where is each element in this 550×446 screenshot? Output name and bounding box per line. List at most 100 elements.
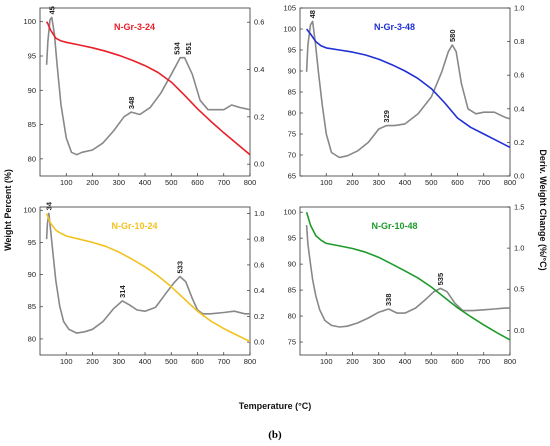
weight-curve bbox=[47, 213, 250, 341]
peak-label: 314 bbox=[118, 285, 127, 298]
peak-label: 534 bbox=[173, 41, 182, 54]
y2-tick-label: 0.4 bbox=[254, 65, 264, 74]
x-tick-label: 400 bbox=[139, 357, 152, 366]
x-tick-label: 100 bbox=[60, 357, 73, 366]
x-tick-label: 400 bbox=[399, 357, 412, 366]
weight-curve bbox=[307, 29, 510, 147]
y2-tick-label: 1.0 bbox=[514, 244, 524, 253]
y2-tick-label: 0.6 bbox=[254, 260, 264, 269]
x-tick-label: 300 bbox=[372, 178, 385, 187]
x-tick-label: 500 bbox=[165, 178, 178, 187]
x-tick-label: 800 bbox=[244, 357, 257, 366]
peak-label: 45 bbox=[47, 6, 56, 14]
y-tick-label: 105 bbox=[283, 4, 296, 13]
x-tick-label: 700 bbox=[477, 357, 490, 366]
y-tick-label: 95 bbox=[288, 234, 296, 243]
peak-label: 580 bbox=[448, 29, 457, 42]
peak-label: 533 bbox=[175, 261, 184, 274]
y-tick-label: 100 bbox=[23, 206, 36, 215]
x-tick-label: 500 bbox=[425, 178, 438, 187]
x-tick-label: 600 bbox=[191, 357, 204, 366]
peak-label: 535 bbox=[436, 273, 445, 286]
x-tick-label: 800 bbox=[504, 357, 517, 366]
x-axis-title: Temperature (°C) bbox=[239, 401, 311, 411]
peak-label: 551 bbox=[184, 42, 193, 55]
y2-tick-label: 0.6 bbox=[514, 71, 524, 80]
x-tick-label: 300 bbox=[112, 178, 125, 187]
y2-tick-label: 0.5 bbox=[514, 285, 524, 294]
panel-title: N-Gr-10-48 bbox=[371, 221, 417, 231]
x-tick-label: 400 bbox=[139, 178, 152, 187]
y2-tick-label: 0.2 bbox=[514, 138, 524, 147]
derivative-curve bbox=[47, 213, 250, 333]
y2-tick-label: 0.0 bbox=[254, 338, 264, 347]
y-tick-label: 65 bbox=[288, 172, 296, 181]
x-tick-label: 600 bbox=[191, 178, 204, 187]
y-tick-label: 75 bbox=[288, 130, 296, 139]
peak-label: 338 bbox=[384, 293, 393, 306]
x-tick-label: 300 bbox=[372, 357, 385, 366]
derivative-curve bbox=[47, 18, 250, 155]
y-tick-label: 80 bbox=[28, 334, 36, 343]
y-tick-label: 100 bbox=[23, 17, 36, 26]
y2-tick-label: 0.2 bbox=[254, 112, 264, 121]
chart-panel-1: 100 200 300 400 500 600 700 800 80 85 90 95 100 0.0 0.… bbox=[23, 6, 264, 187]
y2-tick-label: 1.0 bbox=[514, 4, 524, 13]
y-tick-label: 90 bbox=[28, 86, 36, 95]
y-axis-title-left: Weight Percent (%) bbox=[3, 169, 13, 251]
x-tick-label: 700 bbox=[477, 178, 490, 187]
y-tick-label: 85 bbox=[288, 286, 296, 295]
y-tick-label: 100 bbox=[283, 25, 296, 34]
y2-tick-label: 0.0 bbox=[254, 160, 264, 169]
chart-panel-4: 100 200 300 400 500 600 700 80075808590951000.0… bbox=[283, 203, 524, 367]
chart-panel-2: 100 200 300 400 500 600 700 800 65 70 75 80 85 90 95 10… bbox=[283, 4, 524, 188]
peak-label: 48 bbox=[308, 10, 317, 18]
x-tick-label: 300 bbox=[112, 357, 125, 366]
y2-tick-label: 0.6 bbox=[254, 18, 264, 27]
y2-tick-label: 0.2 bbox=[254, 312, 264, 321]
y2-tick-label: 0.0 bbox=[514, 172, 524, 181]
peak-label: 348 bbox=[127, 97, 136, 110]
y-tick-label: 85 bbox=[28, 120, 36, 129]
chart-panels: 100 200 300 400 500 600 700 800 80 85 90 95 100 0.0 0.… bbox=[23, 4, 524, 367]
y-tick-label: 95 bbox=[28, 238, 36, 247]
y-tick-label: 90 bbox=[288, 260, 296, 269]
weight-curve bbox=[307, 212, 510, 340]
y2-tick-label: 0.8 bbox=[254, 235, 264, 244]
y-tick-label: 90 bbox=[28, 270, 36, 279]
y-tick-label: 90 bbox=[288, 67, 296, 76]
x-tick-label: 400 bbox=[399, 178, 412, 187]
derivative-curve bbox=[307, 225, 510, 327]
x-tick-label: 500 bbox=[425, 357, 438, 366]
y-tick-label: 70 bbox=[288, 151, 296, 160]
x-tick-label: 700 bbox=[217, 178, 230, 187]
figure-caption: (b) bbox=[268, 429, 282, 441]
x-tick-label: 600 bbox=[451, 178, 464, 187]
peak-label: 34 bbox=[44, 201, 53, 210]
x-tick-label: 600 bbox=[451, 357, 464, 366]
derivative-curve bbox=[307, 21, 510, 157]
x-tick-label: 100 bbox=[60, 178, 73, 187]
x-tick-label: 200 bbox=[346, 357, 359, 366]
y2-tick-label: 0.4 bbox=[514, 104, 524, 113]
y-tick-label: 80 bbox=[288, 109, 296, 118]
y2-tick-label: 0.8 bbox=[514, 37, 524, 46]
y-tick-label: 85 bbox=[28, 302, 36, 311]
y-tick-label: 80 bbox=[288, 312, 296, 321]
panel-title: N-Gr-10-24 bbox=[111, 221, 157, 231]
chart-panel-3: 100 200 300 400 500 600 700 800 80 85 90 95 100 0.0 0.… bbox=[23, 201, 264, 366]
y2-tick-label: 1.5 bbox=[514, 203, 524, 212]
y2-tick-label: 1.0 bbox=[254, 209, 264, 218]
y-tick-label: 100 bbox=[283, 208, 296, 217]
x-tick-label: 200 bbox=[86, 178, 99, 187]
x-tick-label: 800 bbox=[244, 178, 257, 187]
x-tick-label: 200 bbox=[86, 357, 99, 366]
x-tick-label: 100 bbox=[320, 178, 333, 187]
y-tick-label: 95 bbox=[28, 52, 36, 61]
peak-label: 329 bbox=[382, 110, 391, 123]
x-tick-label: 200 bbox=[346, 178, 359, 187]
y-tick-label: 80 bbox=[28, 154, 36, 163]
y-tick-label: 75 bbox=[288, 338, 296, 347]
y-tick-label: 95 bbox=[288, 46, 296, 55]
